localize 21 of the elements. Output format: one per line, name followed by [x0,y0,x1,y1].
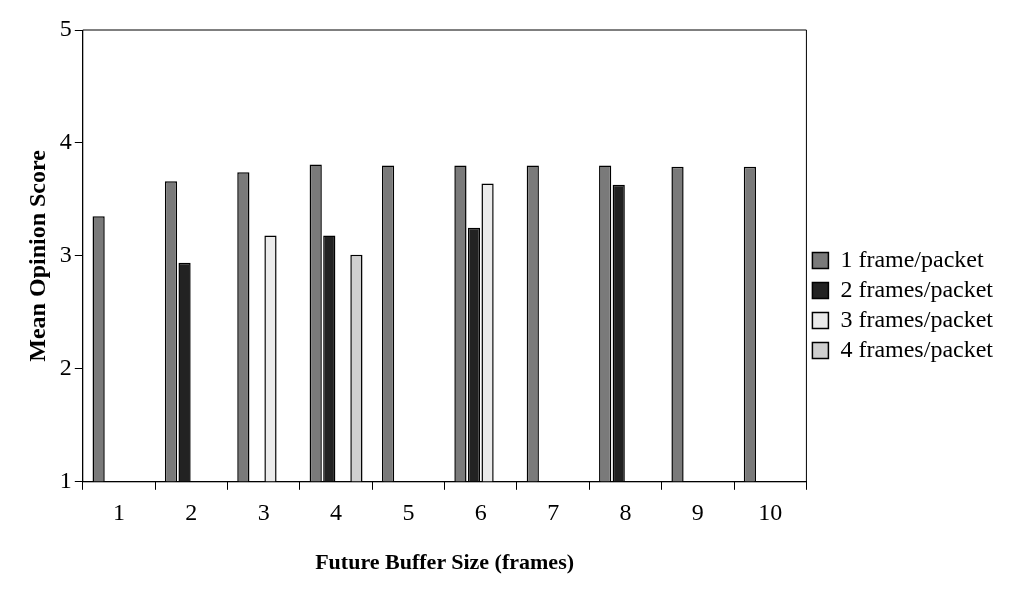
y-tick-label: 3 [59,241,72,268]
x-tick-label: 2 [185,499,198,526]
legend-label: 2 frames/packet [840,275,994,302]
legend-label: 1 frame/packet [840,245,984,272]
legend-label: 3 frames/packet [840,305,994,332]
x-tick-label: 5 [402,499,415,526]
y-axis-title: Mean Opinion Score [23,149,50,362]
y-tick-label: 4 [59,128,72,155]
y-tick-label: 5 [59,15,72,42]
y-tick-label: 1 [59,467,72,494]
x-tick-label: 7 [547,499,560,526]
y-tick-label: 2 [59,354,72,381]
x-tick-label: 6 [474,499,487,526]
legend-label: 4 frames/packet [840,335,994,362]
x-tick-label: 10 [758,499,783,526]
x-axis-title: Future Buffer Size (frames) [315,549,575,575]
x-tick-label: 8 [619,499,632,526]
x-tick-label: 4 [330,499,343,526]
x-tick-label: 3 [257,499,270,526]
x-tick-label: 1 [112,499,125,526]
x-tick-label: 9 [691,499,704,526]
